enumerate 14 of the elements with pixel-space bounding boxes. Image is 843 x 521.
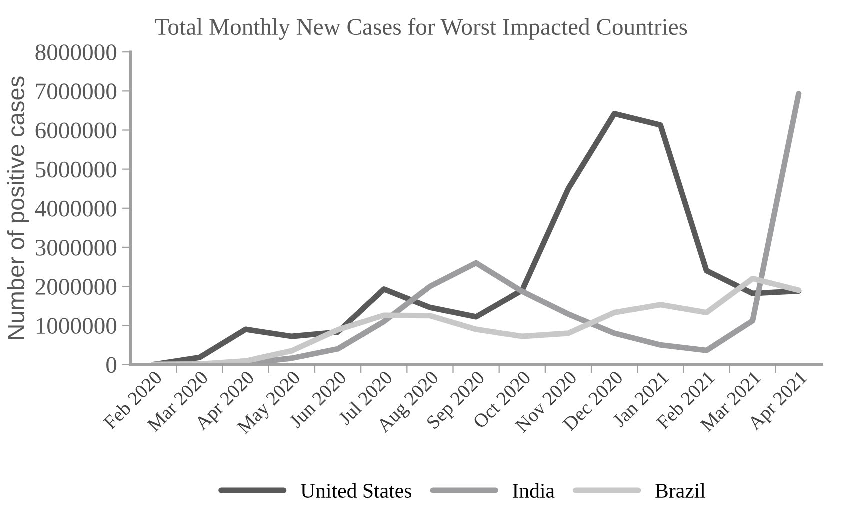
- y-tick-label: 1000000: [36, 318, 117, 334]
- y-tick-label: 5000000: [36, 162, 117, 178]
- y-tick-label: 6000000: [36, 122, 117, 139]
- y-tick-label: 3000000: [36, 240, 117, 256]
- y-tick-label: 2000000: [36, 279, 117, 295]
- y-tick-label: 7000000: [36, 84, 117, 100]
- y-axis-title: Number of positive cases: [7, 76, 30, 339]
- y-tick-label: 8000000: [36, 44, 117, 61]
- y-tick-label: 4000000: [35, 200, 117, 217]
- legend-label: Brazil: [656, 483, 706, 498]
- y-tick-label: 0: [106, 357, 117, 374]
- legend-label: India: [512, 483, 555, 498]
- chart-title: Total Monthly New Cases for Worst Impacted Countries: [155, 18, 688, 40]
- legend-label: United States: [300, 483, 412, 498]
